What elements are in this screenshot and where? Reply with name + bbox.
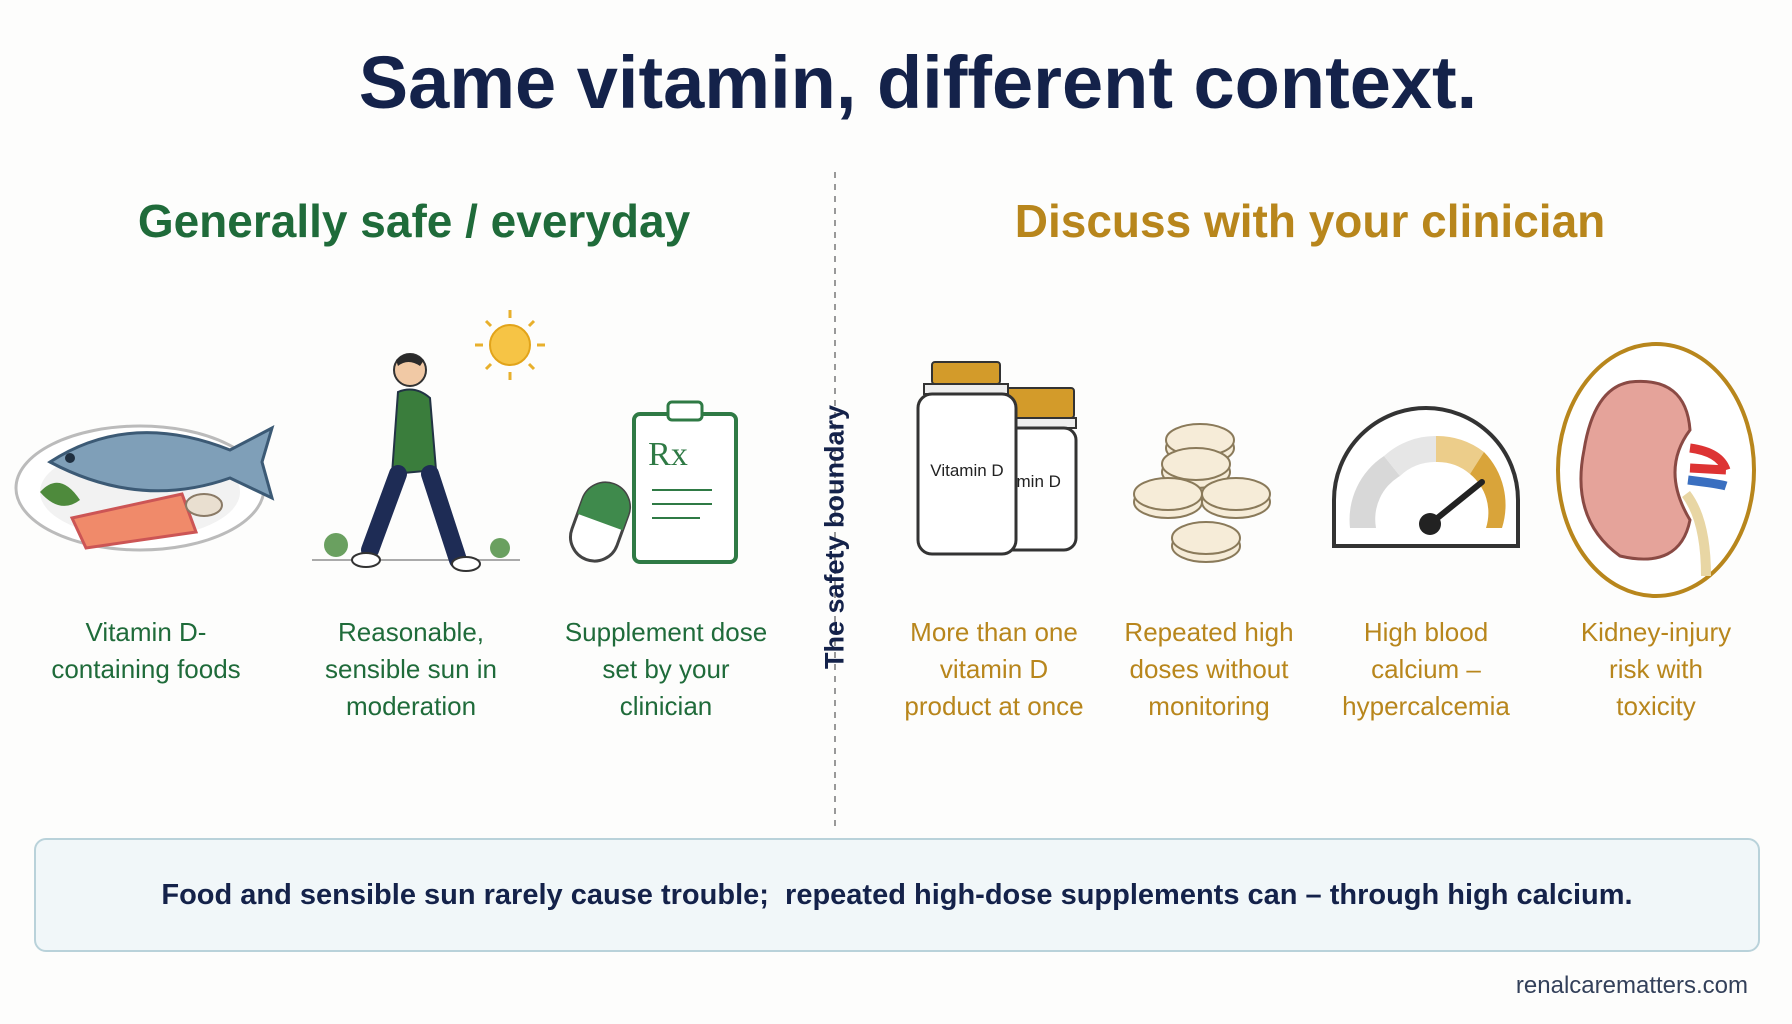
item-label: Repeated high doses without monitoring bbox=[1124, 617, 1294, 721]
tablets-icon bbox=[1133, 423, 1271, 563]
item-label: Kidney-injury risk with toxicity bbox=[1580, 617, 1732, 721]
title: Same vitamin, different context. bbox=[358, 41, 1478, 124]
summary-note: Food and sensible sun rarely cause troub… bbox=[34, 838, 1760, 952]
item-label: More than one vitamin D product at once bbox=[904, 617, 1084, 721]
item-label: Supplement dose set by your clinician bbox=[564, 617, 768, 721]
source: renalcarematters.com bbox=[1515, 972, 1748, 999]
bottle-label: Vitamin D bbox=[930, 461, 1003, 480]
gauge-icon bbox=[1332, 406, 1520, 548]
walker-icon bbox=[312, 353, 520, 572]
prescription-icon: Rx bbox=[569, 400, 738, 564]
left-heading: Generally safe / everyday bbox=[137, 195, 691, 247]
bottle-label: amin D bbox=[1007, 472, 1061, 491]
item-label: Reasonable, sensible sun in moderation bbox=[325, 617, 497, 721]
food-icon bbox=[14, 424, 275, 552]
item-label: High blood calcium – hypercalcemia bbox=[1342, 617, 1510, 721]
item-label: Vitamin D-containing foods bbox=[51, 617, 241, 684]
rx-text: Rx bbox=[648, 436, 688, 473]
right-heading: Discuss with your clinician bbox=[1014, 195, 1606, 247]
boundary-label: The safety boundary bbox=[819, 404, 850, 670]
bottles-icon: amin D Vitamin D bbox=[916, 361, 1078, 556]
kidney-icon bbox=[1556, 342, 1756, 598]
sun-icon bbox=[475, 310, 545, 380]
